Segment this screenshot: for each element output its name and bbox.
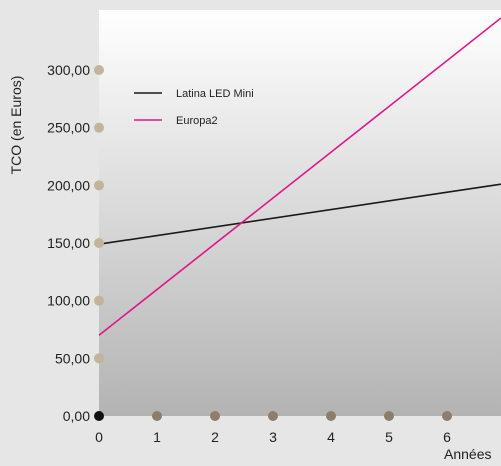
x-tick-label: 2 [211,429,219,445]
y-tick-dot [94,180,104,191]
x-tick-label: 1 [153,429,161,445]
y-tick-dot [94,122,104,133]
y-tick-dot [94,295,104,306]
y-tick-label: 100,00 [47,293,90,309]
origin-dot [94,411,104,421]
x-tick-dot [210,411,220,421]
legend: Latina LED Mini Europa2 [134,88,254,127]
x-axis-label: Années [444,446,491,462]
ticks-layer: 50,00 100,00 150,00 200,00 250,00 300,00 0,00 0… [47,62,452,445]
series-line-0 [98,183,501,245]
y-tick-label: 0,00 [63,408,90,424]
x-tick-dot [384,411,394,421]
x-tick-label: 3 [269,429,277,445]
y-axis-label: TCO (en Euros) [8,76,24,175]
plot-area [99,10,501,416]
legend-label-1: Europa2 [176,115,218,127]
y-tick-dot [94,353,104,364]
y-tick-label: 300,00 [47,62,90,78]
y-tick-dot [94,238,104,248]
x-tick-label: 0 [95,429,103,445]
series-line-1 [98,17,501,336]
x-tick-dot [152,411,162,421]
series-layer [98,17,501,336]
x-tick-dot [326,411,336,421]
x-tick-label: 5 [385,429,393,445]
y-tick-label: 200,00 [47,177,90,193]
legend-label-0: Latina LED Mini [176,88,254,100]
x-tick-label: 6 [443,429,451,445]
x-tick-label: 4 [327,429,335,445]
y-tick-dot [94,65,104,75]
y-tick-label: 50,00 [55,350,90,366]
x-tick-dot [442,411,452,421]
y-tick-label: 250,00 [47,120,90,136]
y-tick-label: 150,00 [47,235,90,251]
x-tick-dot [268,411,278,421]
